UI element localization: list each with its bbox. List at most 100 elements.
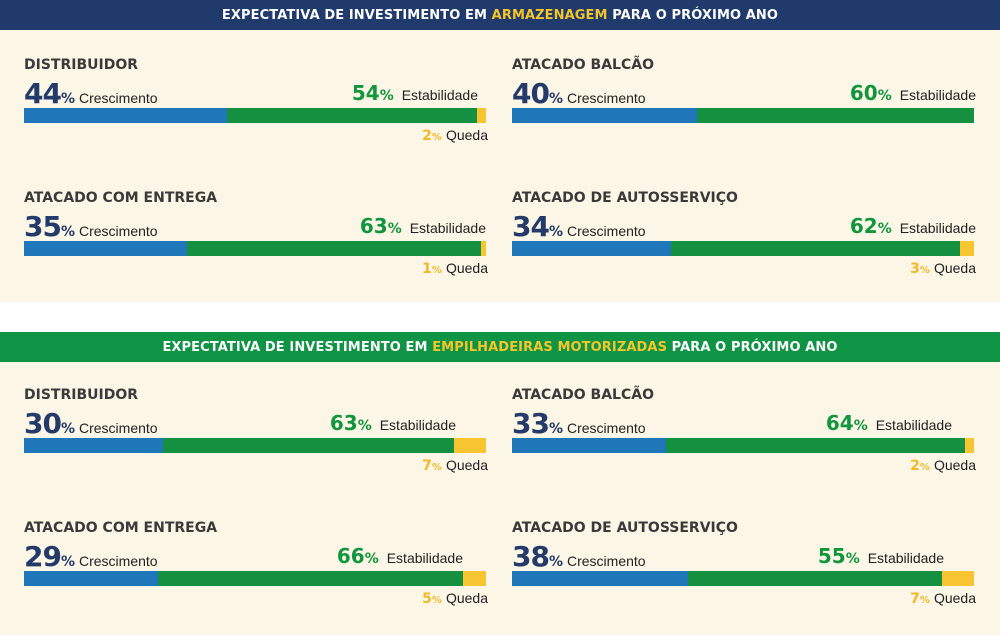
panel-distribuidor: DISTRIBUIDOR 44% Crescimento 54% Estabilid… <box>24 57 488 177</box>
bar-estabilidade <box>670 241 960 256</box>
crescimento-stat: 29% Crescimento <box>24 540 158 573</box>
estabilidade-stat: 54% Estabilidade <box>352 81 478 105</box>
pct-sign: % <box>60 554 75 570</box>
queda-value: 7 <box>910 591 920 607</box>
stacked-bar <box>24 108 486 123</box>
panel-title: ATACADO DE AUTOSSERVIÇO <box>512 520 738 536</box>
pct-sign: % <box>548 91 563 107</box>
queda-value: 3 <box>910 261 920 277</box>
estabilidade-stat: 64% Estabilidade <box>826 411 952 435</box>
estabilidade-label: Estabilidade <box>409 220 486 236</box>
section-header: EXPECTATIVA DE INVESTIMENTO EM EMPILHADE… <box>0 332 1000 362</box>
pct-sign: % <box>548 421 563 437</box>
estabilidade-value: 66 <box>336 544 365 568</box>
panel-title: ATACADO BALCÃO <box>512 387 654 403</box>
crescimento-value: 44 <box>24 77 62 110</box>
pct-sign: % <box>919 462 930 473</box>
pct-sign: % <box>431 462 442 473</box>
header-title-highlight: ARMAZENAGEM <box>491 7 608 23</box>
section-empilhadeiras: EXPECTATIVA DE INVESTIMENTO EM EMPILHADE… <box>0 332 1000 635</box>
estabilidade-stat: 66% Estabilidade <box>337 544 463 568</box>
section-armazenagem: EXPECTATIVA DE INVESTIMENTO EM ARMAZENAG… <box>0 0 1000 302</box>
pct-sign: % <box>60 91 75 107</box>
crescimento-label: Crescimento <box>79 90 158 106</box>
panel-title: DISTRIBUIDOR <box>24 387 139 403</box>
estabilidade-value: 63 <box>329 411 358 435</box>
stacked-bar <box>512 108 974 123</box>
queda-label: Queda <box>445 260 488 276</box>
stacked-bar <box>512 438 974 453</box>
pct-sign: % <box>60 224 75 240</box>
queda-label: Queda <box>445 457 488 473</box>
pct-sign: % <box>919 265 930 276</box>
panel-atacado-de-autoservico: ATACADO DE AUTOSSERVIÇO 34% Crescimento 6… <box>512 190 976 310</box>
stacked-bar <box>512 241 974 256</box>
pct-sign: % <box>431 595 442 606</box>
queda-value: 7 <box>422 458 432 474</box>
stacked-bar <box>24 241 486 256</box>
queda-value: 2 <box>422 128 432 144</box>
bar-estabilidade <box>162 438 454 453</box>
bar-estabilidade <box>665 438 965 453</box>
panel-distribuidor: DISTRIBUIDOR 30% Crescimento 63% Estabilid… <box>24 387 488 507</box>
pct-sign: % <box>845 551 860 567</box>
estabilidade-label: Estabilidade <box>386 550 463 566</box>
bar-estabilidade <box>696 108 974 123</box>
header-title-pre: EXPECTATIVA DE INVESTIMENTO EM <box>162 339 433 355</box>
queda-label: Queda <box>445 590 488 606</box>
queda-label: Queda <box>445 127 488 143</box>
header-title-pre: EXPECTATIVA DE INVESTIMENTO EM <box>221 7 492 23</box>
crescimento-stat: 38% Crescimento <box>512 540 646 573</box>
pct-sign: % <box>877 88 892 104</box>
crescimento-value: 38 <box>512 540 550 573</box>
crescimento-label: Crescimento <box>567 553 646 569</box>
panel-title: DISTRIBUIDOR <box>24 57 139 73</box>
queda-value: 5 <box>422 591 432 607</box>
queda-stat: 3% Queda <box>910 260 976 278</box>
crescimento-label: Crescimento <box>79 553 158 569</box>
pct-sign: % <box>357 418 372 434</box>
bar-crescimento <box>512 438 666 453</box>
panel-title: ATACADO BALCÃO <box>512 57 654 73</box>
bar-queda <box>476 108 486 123</box>
pct-sign: % <box>364 551 379 567</box>
queda-stat: 2% Queda <box>910 457 976 475</box>
queda-value: 2 <box>910 458 920 474</box>
header-title-post: PARA O PRÓXIMO ANO <box>607 7 779 23</box>
pct-sign: % <box>431 132 442 143</box>
estabilidade-stat: 62% Estabilidade <box>850 214 976 238</box>
bar-queda <box>964 438 974 453</box>
bar-crescimento <box>24 571 158 586</box>
bar-queda <box>453 438 486 453</box>
pct-sign: % <box>548 554 563 570</box>
queda-label: Queda <box>933 260 976 276</box>
panel-atacado-de-autoservico: ATACADO DE AUTOSSERVIÇO 38% Crescimento 5… <box>512 520 976 640</box>
bar-queda <box>462 571 486 586</box>
crescimento-value: 34 <box>512 210 550 243</box>
bar-estabilidade <box>157 571 463 586</box>
crescimento-label: Crescimento <box>79 223 158 239</box>
crescimento-label: Crescimento <box>567 223 646 239</box>
bar-queda <box>959 241 974 256</box>
crescimento-label: Crescimento <box>567 90 646 106</box>
bar-crescimento <box>24 438 163 453</box>
estabilidade-label: Estabilidade <box>899 87 976 103</box>
bar-estabilidade <box>227 108 477 123</box>
pct-sign: % <box>877 221 892 237</box>
pct-sign: % <box>853 418 868 434</box>
estabilidade-value: 62 <box>849 214 878 238</box>
panel-atacado-com-entrega: ATACADO COM ENTREGA 35% Crescimento 63% Es… <box>24 190 488 310</box>
estabilidade-stat: 55% Estabilidade <box>818 544 944 568</box>
crescimento-label: Crescimento <box>567 420 646 436</box>
bar-queda <box>481 241 486 256</box>
queda-stat: 7% Queda <box>422 457 488 475</box>
crescimento-stat: 40% Crescimento <box>512 77 646 110</box>
crescimento-stat: 30% Crescimento <box>24 407 158 440</box>
panel-atacado-balcao: ATACADO BALCÃO 40% Crescimento 60% Estabil… <box>512 57 976 177</box>
bar-crescimento <box>512 571 688 586</box>
crescimento-stat: 34% Crescimento <box>512 210 646 243</box>
panel-title: ATACADO COM ENTREGA <box>24 520 218 536</box>
bar-crescimento <box>24 108 228 123</box>
bar-crescimento <box>24 241 188 256</box>
panel-atacado-balcao: ATACADO BALCÃO 33% Crescimento 64% Estabil… <box>512 387 976 507</box>
